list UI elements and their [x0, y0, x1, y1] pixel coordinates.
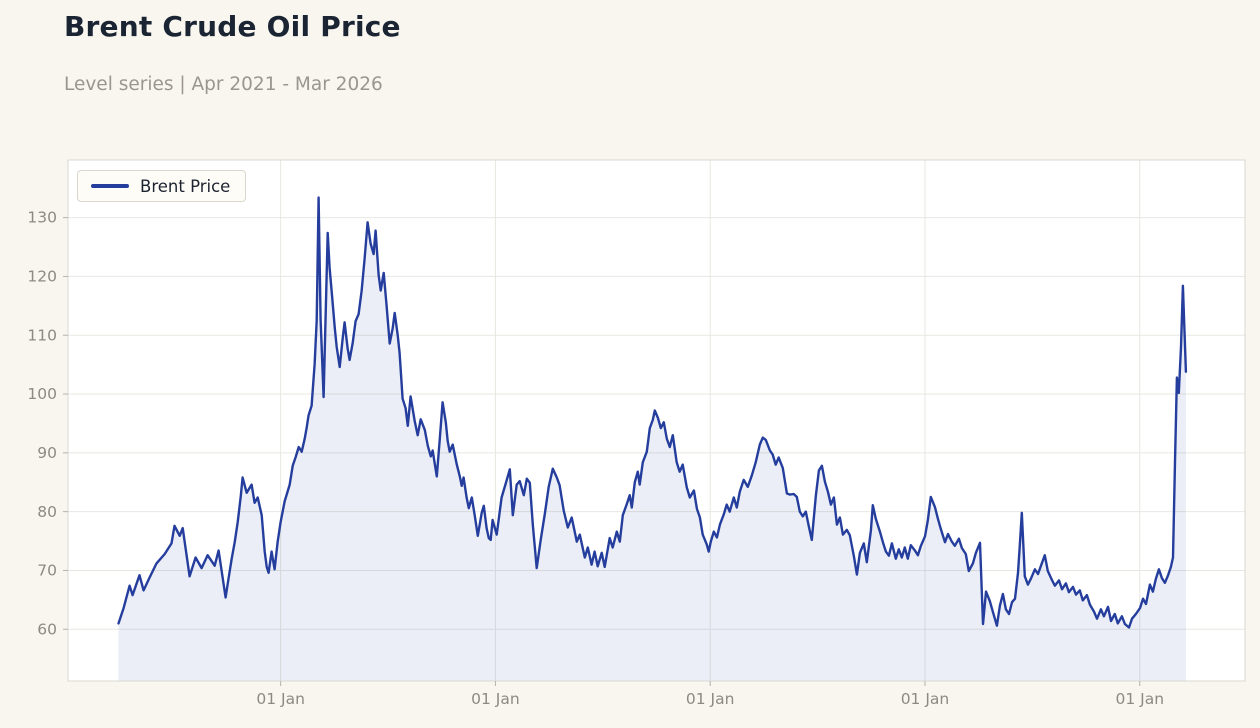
- legend: Brent Price: [77, 170, 247, 202]
- plot-area: [68, 160, 1245, 681]
- y-tick-label: 100: [27, 385, 57, 403]
- page-title: Brent Crude Oil Price: [64, 10, 401, 43]
- y-tick-label: 90: [37, 444, 57, 462]
- x-tick-label: 01 Jan: [1115, 690, 1164, 708]
- x-tick-label: 01 Jan: [686, 690, 735, 708]
- y-tick-label: 110: [27, 326, 57, 344]
- brent-price-line: [117, 196, 1188, 629]
- y-tick-label: 60: [37, 620, 57, 638]
- y-tick-label: 120: [27, 268, 57, 286]
- legend-label: Brent Price: [140, 176, 231, 196]
- y-tick-label: 70: [37, 562, 57, 580]
- x-tick-label: 01 Jan: [901, 690, 950, 708]
- y-tick-label: 130: [27, 209, 57, 227]
- y-tick-label: 80: [37, 503, 57, 521]
- page-subtitle: Level series | Apr 2021 - Mar 2026: [64, 74, 383, 95]
- price-area-fill: [118, 197, 1186, 681]
- legend-line-swatch: [91, 184, 129, 188]
- plot-frame: [67, 159, 1246, 682]
- x-tick-label: 01 Jan: [471, 690, 520, 708]
- x-tick-label: 01 Jan: [256, 690, 305, 708]
